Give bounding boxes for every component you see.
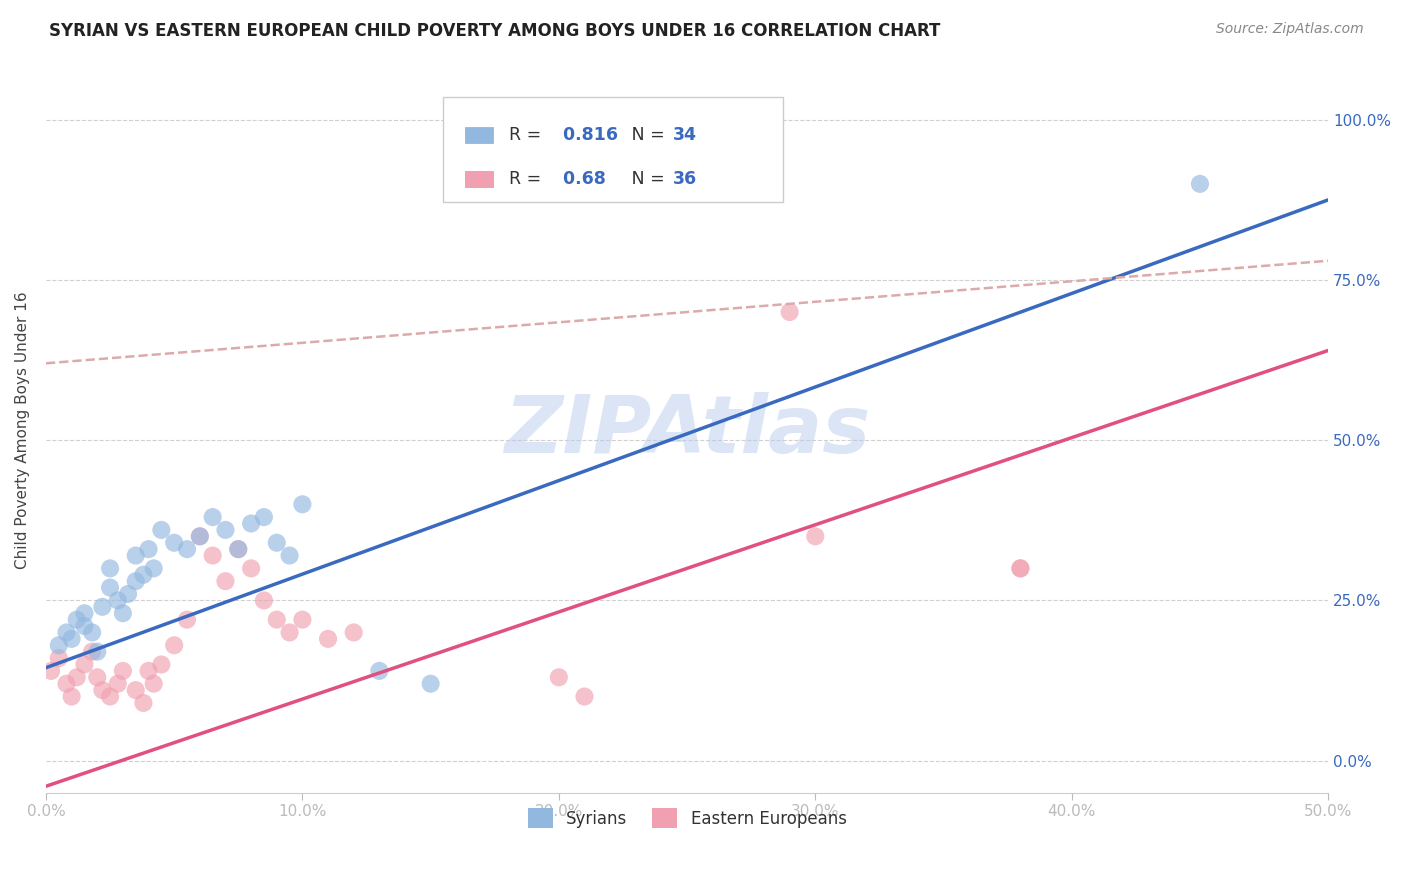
Point — [188, 529, 211, 543]
Point — [214, 523, 236, 537]
Text: N =: N = — [616, 127, 671, 145]
Y-axis label: Child Poverty Among Boys Under 16: Child Poverty Among Boys Under 16 — [15, 292, 30, 569]
Point — [291, 613, 314, 627]
Point — [368, 664, 391, 678]
Point — [201, 549, 224, 563]
Point — [201, 510, 224, 524]
Point — [98, 561, 121, 575]
Point — [138, 542, 160, 557]
Text: 0.816: 0.816 — [551, 127, 619, 145]
Point — [779, 305, 801, 319]
Point — [125, 574, 148, 589]
Point — [91, 683, 114, 698]
Point — [60, 632, 83, 646]
Point — [240, 561, 263, 575]
Point — [226, 542, 249, 557]
Point — [804, 529, 827, 543]
Point — [82, 625, 104, 640]
Text: ZIPAtlas: ZIPAtlas — [503, 392, 870, 469]
Point — [547, 670, 569, 684]
Point — [240, 516, 263, 531]
FancyBboxPatch shape — [443, 97, 783, 202]
Point — [574, 690, 596, 704]
Text: Source: ZipAtlas.com: Source: ZipAtlas.com — [1216, 22, 1364, 37]
Point — [111, 606, 134, 620]
Point — [55, 676, 77, 690]
Point — [91, 599, 114, 614]
Text: 0.68: 0.68 — [551, 170, 606, 188]
Point — [316, 632, 339, 646]
Point — [55, 625, 77, 640]
Point — [253, 593, 276, 607]
Point — [60, 690, 83, 704]
Point — [142, 561, 165, 575]
Point — [266, 535, 288, 549]
Point — [188, 529, 211, 543]
Point — [150, 657, 173, 672]
Point — [39, 664, 62, 678]
Point — [107, 676, 129, 690]
Point — [291, 497, 314, 511]
Text: 36: 36 — [673, 170, 697, 188]
Point — [82, 645, 104, 659]
Point — [163, 535, 186, 549]
Point — [66, 613, 89, 627]
Text: R =: R = — [509, 127, 547, 145]
Point — [73, 619, 96, 633]
Point — [73, 657, 96, 672]
Point — [125, 549, 148, 563]
Point — [86, 670, 108, 684]
Point — [278, 625, 301, 640]
Point — [226, 542, 249, 557]
Point — [1010, 561, 1032, 575]
Point — [214, 574, 236, 589]
FancyBboxPatch shape — [465, 128, 494, 144]
Point — [132, 696, 155, 710]
Point — [48, 651, 70, 665]
Legend: Syrians, Eastern Europeans: Syrians, Eastern Europeans — [522, 801, 853, 835]
Point — [107, 593, 129, 607]
FancyBboxPatch shape — [465, 171, 494, 187]
Point — [343, 625, 366, 640]
Point — [266, 613, 288, 627]
Point — [1010, 561, 1032, 575]
Point — [163, 638, 186, 652]
Text: R =: R = — [509, 170, 547, 188]
Point — [125, 683, 148, 698]
Point — [253, 510, 276, 524]
Text: 34: 34 — [673, 127, 697, 145]
Point — [73, 606, 96, 620]
Point — [66, 670, 89, 684]
Point — [86, 645, 108, 659]
Point — [278, 549, 301, 563]
Point — [98, 581, 121, 595]
Point — [132, 567, 155, 582]
Point — [117, 587, 139, 601]
Point — [142, 676, 165, 690]
Point — [419, 676, 441, 690]
Point — [98, 690, 121, 704]
Point — [111, 664, 134, 678]
Point — [150, 523, 173, 537]
Point — [138, 664, 160, 678]
Point — [48, 638, 70, 652]
Text: SYRIAN VS EASTERN EUROPEAN CHILD POVERTY AMONG BOYS UNDER 16 CORRELATION CHART: SYRIAN VS EASTERN EUROPEAN CHILD POVERTY… — [49, 22, 941, 40]
Text: N =: N = — [616, 170, 671, 188]
Point — [176, 613, 198, 627]
Point — [176, 542, 198, 557]
Point — [1188, 177, 1211, 191]
